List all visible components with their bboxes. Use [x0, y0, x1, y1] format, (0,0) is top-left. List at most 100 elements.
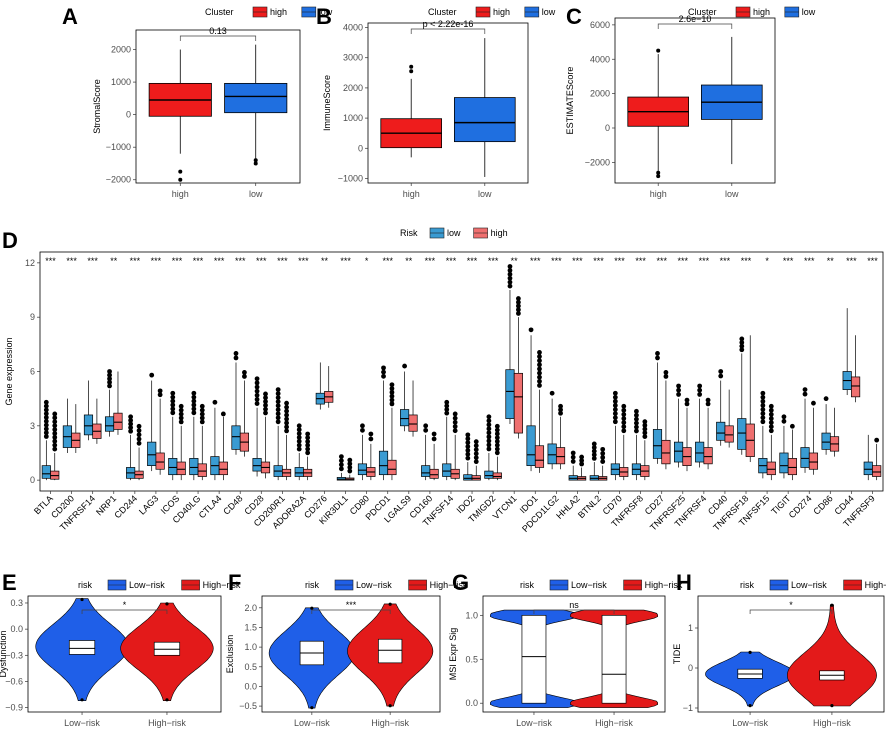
y-tick-label: −0.9: [5, 703, 23, 713]
outlier-point: [128, 428, 134, 434]
outlier-point: [254, 401, 260, 406]
violin-low-risk: [705, 651, 795, 707]
outlier-point: [233, 350, 239, 356]
y-tick-label: 0: [126, 110, 131, 120]
outlier-point: [43, 411, 49, 417]
outlier-point: [254, 388, 260, 394]
y-tick-label: −1000: [106, 142, 131, 152]
significance-mark: ***: [446, 256, 457, 266]
y-tick-label: 0: [688, 663, 693, 673]
x-tick-label: low: [725, 189, 739, 199]
outlier-point: [465, 436, 471, 442]
significance-mark: ***: [382, 256, 393, 266]
outlier-point: [199, 419, 205, 425]
outlier-point: [423, 427, 429, 433]
y-tick-label: 0.3: [10, 598, 23, 608]
legend-title: risk: [740, 580, 754, 590]
box-low-TNFRSF4: [695, 441, 705, 463]
outlier-point: [494, 423, 500, 429]
outlier-point: [612, 411, 618, 416]
outlier-point: [191, 394, 197, 400]
outlier-point: [486, 422, 492, 428]
outlier-point: [486, 426, 492, 432]
significance-mark: **: [110, 256, 118, 266]
p-value: p < 2.22e-16: [423, 19, 474, 29]
outlier-point: [768, 403, 774, 409]
outlier-point: [389, 389, 395, 395]
outlier-point: [486, 446, 492, 452]
legend-label: high: [493, 7, 510, 17]
outlier-point: [284, 408, 289, 414]
outlier-point: [802, 391, 808, 397]
outlier-point: [402, 363, 407, 369]
legend-label: Low−risk: [791, 580, 827, 590]
outlier-point: [634, 408, 639, 414]
outlier-point: [170, 402, 176, 408]
outlier-point: [254, 376, 260, 382]
outlier-point: [43, 415, 49, 420]
outlier-point: [528, 327, 534, 333]
y-axis-title: ImmuneScore: [322, 75, 332, 131]
outlier-point: [452, 415, 458, 421]
outlier-point: [305, 435, 311, 441]
outlier-point: [128, 414, 134, 420]
outlier-point: [768, 428, 774, 434]
outlier-point: [157, 388, 163, 394]
outlier-point: [199, 403, 205, 409]
legend-title: risk: [520, 580, 534, 590]
outlier-point: [494, 446, 500, 452]
outlier-point: [178, 177, 183, 182]
outlier-point: [656, 48, 661, 53]
comparison-bracket: [81, 609, 168, 614]
outlier-point: [128, 421, 134, 427]
outlier-point: [347, 468, 353, 474]
y-tick-label: 1000: [111, 77, 131, 87]
y-tick-label: −0.6: [5, 676, 23, 686]
legend-title: Cluster: [688, 7, 717, 17]
significance-mark: ***: [530, 256, 541, 266]
x-tick-label: high: [403, 189, 420, 199]
outlier-point: [473, 459, 479, 465]
box-high-CD27: [661, 439, 671, 465]
box-low-TNFRSF9: [863, 461, 873, 476]
outlier-point: [621, 428, 627, 434]
box-low-LAG3: [147, 441, 157, 467]
box-low-TMIGD2: [484, 470, 494, 479]
outlier-point: [275, 391, 281, 397]
box-low-ADORA2A: [294, 467, 304, 477]
significance-mark: ***: [214, 256, 225, 266]
outlier-point: [43, 407, 49, 413]
outlier-point: [570, 454, 576, 460]
y-tick-label: −2000: [106, 175, 131, 185]
panel-b: B −1000 0 1000 2000 3000 4000 ImmuneScore Cluste…: [316, 4, 556, 199]
significance-mark: ***: [867, 256, 878, 266]
outlier-point: [444, 410, 450, 416]
legend-label: Low−risk: [571, 580, 607, 590]
outlier-point: [494, 435, 500, 441]
box-low: [453, 97, 516, 143]
box-low-IDO1: [526, 425, 536, 467]
outlier-point: [558, 410, 563, 416]
y-tick-label: 2000: [111, 45, 131, 55]
box-low-CD274: [800, 447, 810, 468]
significance-mark: ***: [635, 256, 646, 266]
outlier-point: [465, 455, 471, 461]
plot-frame: [261, 595, 441, 713]
outlier-point: [452, 424, 458, 429]
gene-label: CD274: [787, 493, 814, 520]
panel-label: G: [452, 570, 469, 595]
outlier-point: [760, 398, 766, 404]
box-low-CD48: [231, 425, 241, 450]
box-high-TNFRSF4: [703, 447, 713, 465]
outlier-point: [549, 390, 555, 396]
box-low-CD40: [716, 421, 726, 441]
outlier-point: [170, 394, 176, 400]
outlier-point: [284, 400, 289, 406]
outlier-point: [275, 399, 281, 405]
outlier-point: [431, 436, 437, 442]
outlier-point: [760, 394, 766, 400]
outlier-point: [768, 412, 774, 417]
outlier-point: [768, 416, 774, 421]
